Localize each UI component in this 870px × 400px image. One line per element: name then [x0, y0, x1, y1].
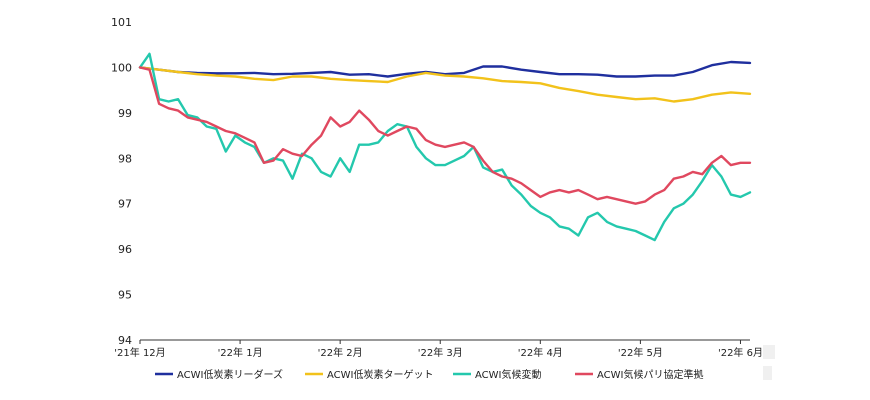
x-tick-label: '22年 2月 — [318, 346, 363, 359]
y-tick-label: 100 — [111, 61, 132, 74]
y-tick-label: 98 — [118, 152, 132, 165]
y-tick-label: 94 — [118, 334, 132, 347]
legend-label: ACWI気候変動 — [475, 368, 541, 381]
series-line-4 — [138, 66, 752, 205]
legend: ACWI低炭素リーダーズ ACWI低炭素ターゲット ACWI気候変動 ACWI気候パリ… — [155, 368, 703, 381]
x-tick-label: '22年 6月 — [718, 346, 763, 359]
y-tick-label: 101 — [111, 16, 132, 29]
y-tick-label: 99 — [118, 107, 132, 120]
y-tick-label: 97 — [118, 198, 132, 211]
series-line-3 — [138, 52, 752, 242]
legend-label: ACWI低炭素リーダーズ — [177, 368, 283, 381]
y-tick-label: 96 — [118, 243, 132, 256]
x-tick-label: '22年 1月 — [218, 346, 263, 359]
y-tick-label: 95 — [118, 289, 132, 302]
decorative-box-right-legend — [763, 366, 772, 380]
x-tick-label: '22年 3月 — [418, 346, 463, 359]
x-axis: '21年 12月 '22年 1月 '22年 2月 '22年 3月 '22年 4月 '22年… — [114, 339, 763, 359]
legend-label: ACWI気候パリ協定準拠 — [597, 368, 703, 381]
series-line-1 — [138, 60, 752, 78]
x-tick-label: '21年 12月 — [114, 346, 165, 359]
decorative-box-right-axis — [763, 345, 775, 359]
x-tick-label: '22年 4月 — [518, 346, 563, 359]
x-tick-label: '22年 5月 — [618, 346, 663, 359]
series-line-2 — [138, 66, 752, 103]
legend-label: ACWI低炭素ターゲット — [327, 368, 433, 381]
y-axis: 94 95 96 97 98 99 100 101 — [111, 16, 132, 347]
series-layer — [138, 52, 752, 242]
